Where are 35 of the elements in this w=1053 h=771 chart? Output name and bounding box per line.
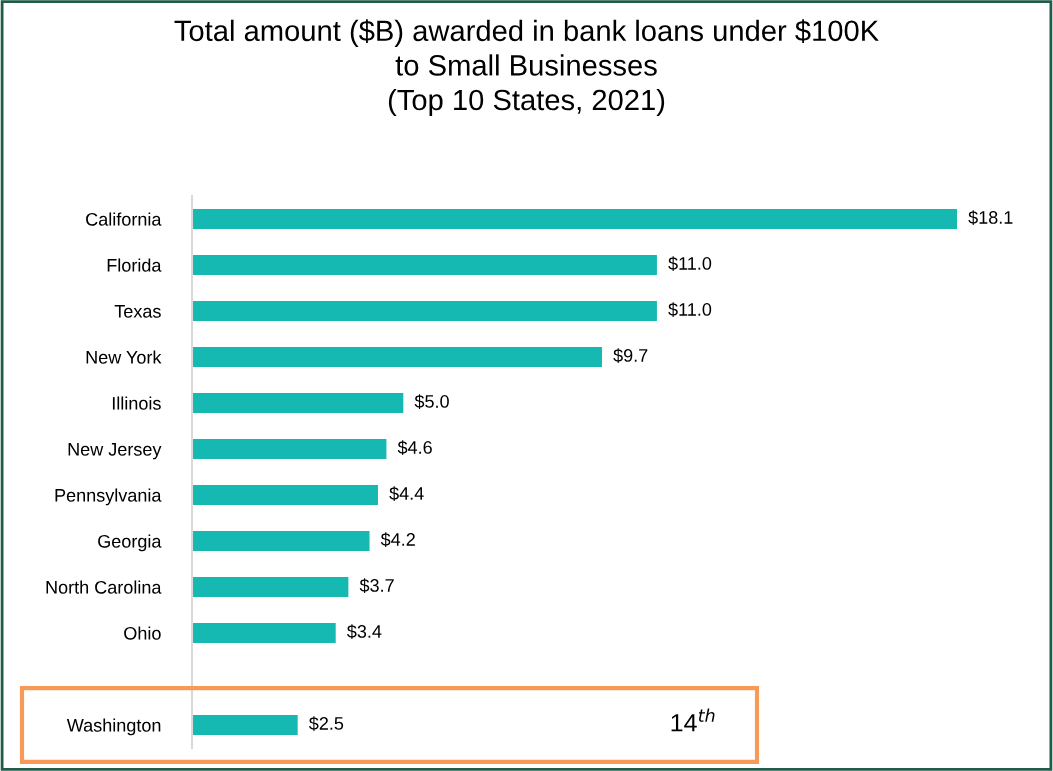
- y-tick-label: California: [86, 212, 162, 226]
- data-label: $4.2: [380, 532, 415, 547]
- y-tick-label: Illinois: [112, 396, 161, 410]
- y-tick-label: Pennsylvania: [55, 488, 162, 506]
- bar: [192, 209, 958, 229]
- y-tick-label: Washington: [66, 718, 161, 736]
- y-tick-label: New York: [86, 350, 162, 364]
- bar: [192, 485, 378, 505]
- y-tick-label: Ohio: [124, 626, 161, 640]
- bar: [192, 301, 657, 321]
- data-label: $18.1: [968, 210, 1013, 225]
- y-tick-label: Florida: [107, 258, 162, 272]
- bar: [192, 531, 370, 551]
- y-tick-label: Georgia: [98, 534, 162, 552]
- data-label: $3.7: [359, 578, 394, 593]
- data-label: $3.4: [347, 624, 382, 639]
- bar: [192, 439, 387, 459]
- data-label: $4.4: [389, 486, 424, 501]
- data-label: $2.5: [308, 716, 344, 731]
- bar: [192, 393, 404, 413]
- y-tick-label: North Carolina: [46, 580, 162, 594]
- bar: [192, 255, 657, 275]
- bar: [192, 715, 298, 735]
- data-label: $11.0: [668, 256, 712, 271]
- bar: [192, 347, 602, 367]
- bar: [192, 623, 336, 643]
- data-label: $9.7: [613, 348, 648, 363]
- data-label: $5.0: [414, 394, 449, 409]
- data-label: $11.0: [668, 302, 712, 317]
- y-tick-label: New Jersey: [68, 443, 162, 460]
- chart-title: Total amount ($B) awarded in bank loans under $100K to Small Businesses (Top 10 States, 2021): [174, 19, 879, 117]
- bar: [192, 577, 349, 597]
- annotation: 14$^{th}$: [671, 708, 715, 732]
- y-tick-label: Texas: [114, 305, 161, 318]
- data-label: $4.6: [397, 440, 432, 455]
